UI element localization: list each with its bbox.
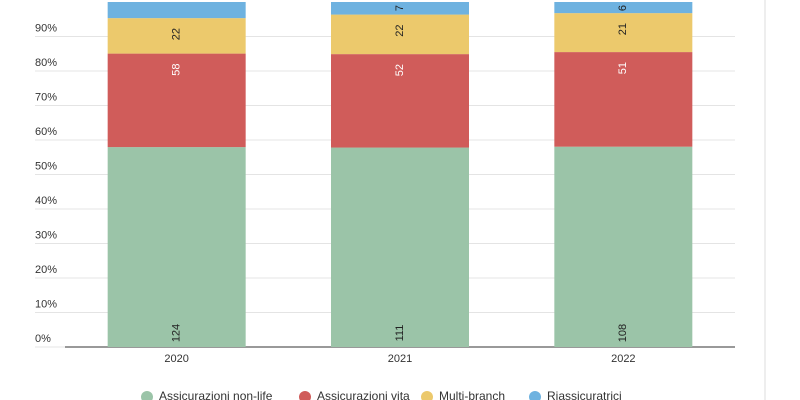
- legend-swatch: [141, 391, 153, 400]
- legend-label: Assicurazioni non-life: [159, 389, 273, 400]
- legend-swatch: [529, 391, 541, 400]
- bar-segment: [554, 2, 693, 14]
- bar-segment: [107, 2, 246, 19]
- data-label: 7: [394, 5, 406, 11]
- bar-segment: [554, 146, 693, 347]
- bar-segment: [331, 147, 469, 347]
- bar-segment: [331, 54, 469, 148]
- x-tick-label: 2020: [164, 353, 188, 365]
- data-label: 22: [171, 28, 183, 40]
- bar-segment: [554, 52, 693, 147]
- bar-segment: [554, 13, 693, 53]
- y-tick-label: 30%: [35, 229, 57, 241]
- y-tick-label: 60%: [35, 126, 57, 138]
- data-label: 58: [171, 63, 183, 75]
- x-tick-label: 2021: [388, 353, 412, 365]
- legend-swatch: [421, 391, 433, 400]
- data-label: 108: [617, 324, 629, 342]
- data-label: 22: [394, 24, 406, 36]
- y-tick-label: 80%: [35, 57, 57, 69]
- legend-label: Multi-branch: [439, 389, 505, 400]
- y-tick-label: 70%: [35, 91, 57, 103]
- y-tick-label: 0%: [35, 333, 51, 345]
- y-tick-label: 40%: [35, 195, 57, 207]
- bar-segment: [331, 14, 469, 55]
- y-tick-label: 50%: [35, 160, 57, 172]
- data-label: 21: [617, 23, 629, 35]
- x-tick-label: 2022: [611, 353, 635, 365]
- y-tick-label: 20%: [35, 264, 57, 276]
- legend-swatch: [299, 391, 311, 400]
- data-label: 6: [617, 5, 629, 11]
- y-tick-label: 90%: [35, 22, 57, 34]
- data-label: 52: [394, 64, 406, 76]
- bar-segment: [107, 53, 246, 148]
- data-label: 124: [171, 324, 183, 342]
- legend-label: Assicurazioni vita: [317, 389, 410, 400]
- y-tick-label: 10%: [35, 298, 57, 310]
- data-label: 111: [394, 325, 406, 342]
- data-label: 51: [617, 62, 629, 74]
- bar-segment: [107, 147, 246, 347]
- bar-segment: [107, 18, 246, 54]
- bar-segment: [331, 2, 469, 15]
- legend-label: Riassicuratrici: [547, 389, 622, 400]
